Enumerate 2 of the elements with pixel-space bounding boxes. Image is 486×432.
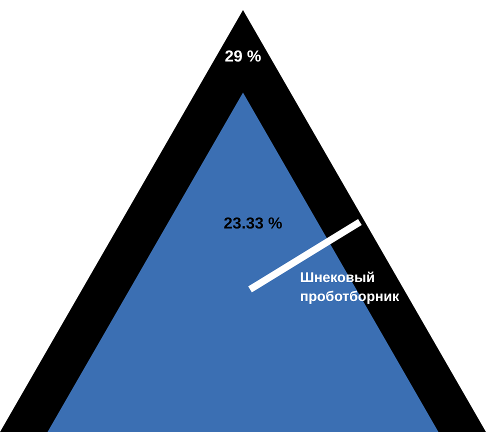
data-label: 29 %	[224, 48, 262, 66]
data-label: 23.33 %	[224, 215, 282, 232]
